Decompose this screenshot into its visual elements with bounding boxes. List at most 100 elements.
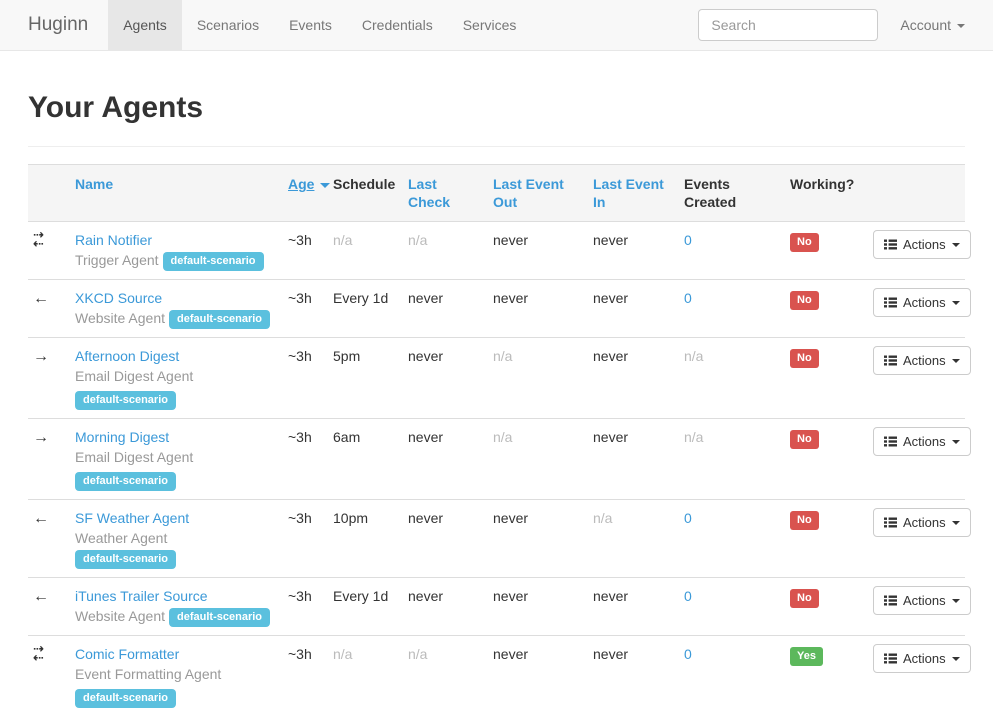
nav-item-services[interactable]: Services [448, 0, 532, 50]
last-check-cell: n/a [400, 222, 485, 279]
last-event-in-cell: never [585, 419, 676, 499]
scenario-badge[interactable]: default-scenario [75, 550, 176, 569]
brand-huginn[interactable]: Huginn [28, 14, 89, 35]
agent-name-cell: Morning Digest Email Digest Agent default-… [67, 419, 280, 499]
working-cell: No [782, 578, 865, 635]
scenario-badge[interactable]: default-scenario [75, 391, 176, 410]
events-created-link[interactable]: 0 [684, 510, 692, 526]
last-check-cell-value: never [408, 510, 444, 526]
top-navbar: Huginn Agents Scenarios Events Credentials S… [0, 0, 993, 51]
last-event-out-cell-value: n/a [493, 429, 513, 445]
working-cell: No [782, 419, 865, 499]
schedule-cell-value: n/a [333, 646, 353, 662]
list-icon [884, 517, 897, 528]
nav-item-agents[interactable]: Agents [108, 0, 182, 50]
table-body: ⇢ ⇠ Rain Notifier Trigger Agent default-scen… [28, 222, 971, 716]
actions-dropdown-button[interactable]: Actions [873, 288, 971, 317]
actions-cell: Actions [865, 280, 971, 337]
arrow-right-icon: → [33, 348, 49, 365]
arrows-both-icon: ⇢ ⇠ [33, 641, 44, 665]
actions-dropdown-button[interactable]: Actions [873, 346, 971, 375]
sort-link-name[interactable]: Name [75, 176, 114, 192]
col-header-age: Age [280, 165, 331, 221]
sort-link-age[interactable]: Age [288, 176, 315, 192]
working-badge: No [790, 291, 819, 310]
col-header-label: Working? [790, 176, 855, 192]
last-check-cell: n/a [400, 636, 485, 716]
arrow-left-icon: ← [33, 290, 49, 307]
account-menu[interactable]: Account [878, 17, 993, 33]
working-cell: Yes [782, 636, 865, 716]
last-event-out-cell-value: never [493, 646, 529, 662]
last-check-cell-value: never [408, 429, 444, 445]
actions-button-label: Actions [903, 353, 946, 368]
agent-name-link[interactable]: iTunes Trailer Source [75, 588, 208, 604]
working-cell: No [782, 500, 865, 577]
working-badge: Yes [790, 647, 823, 666]
search-input[interactable] [698, 9, 879, 41]
sort-link-last-check[interactable]: Last Check [408, 176, 451, 210]
agent-name-link[interactable]: Comic Formatter [75, 646, 180, 662]
agent-name: Comic Formatter [75, 644, 272, 664]
agent-name: Morning Digest [75, 427, 272, 447]
nav-item-scenarios[interactable]: Scenarios [182, 0, 274, 50]
last-event-out-cell-value: never [493, 232, 529, 248]
events-created-cell: 0 [676, 280, 782, 337]
col-header-last-event-out: Last Event Out [485, 165, 585, 221]
events-created-link[interactable]: 0 [684, 232, 692, 248]
scenario-badge[interactable]: default-scenario [169, 608, 270, 627]
agent-name-link[interactable]: Rain Notifier [75, 232, 153, 248]
age-cell: ~3h [280, 500, 325, 577]
age-cell-value: ~3h [288, 348, 312, 364]
agent-name-link[interactable]: Afternoon Digest [75, 348, 180, 364]
agent-type-label: Website Agent [75, 310, 166, 326]
actions-cell: Actions [865, 578, 971, 635]
agent-name-link[interactable]: XKCD Source [75, 290, 163, 306]
direction-cell: ⇢ ⇠ [28, 222, 67, 279]
agent-name: XKCD Source [75, 288, 272, 308]
scenario-badge[interactable]: default-scenario [169, 310, 270, 329]
actions-dropdown-button[interactable]: Actions [873, 508, 971, 537]
agent-name-cell: Afternoon Digest Email Digest Agent defaul… [67, 338, 280, 418]
sort-link-last-event-out[interactable]: Last Event Out [493, 176, 564, 210]
scenario-badge[interactable]: default-scenario [75, 689, 176, 708]
agent-subtitle: Weather Agent default-scenario [75, 528, 272, 569]
col-header-actions [865, 165, 965, 221]
schedule-cell-value: 10pm [333, 510, 369, 526]
actions-cell: Actions [865, 222, 971, 279]
schedule-cell: Every 1d [325, 578, 400, 635]
agent-row-rain-notifier: ⇢ ⇠ Rain Notifier Trigger Agent default-scen… [28, 222, 971, 279]
last-check-cell-value: n/a [408, 232, 428, 248]
events-created-link[interactable]: 0 [684, 588, 692, 604]
schedule-cell: 5pm [325, 338, 400, 418]
direction-cell: ⇢ ⇠ [28, 636, 67, 716]
last-event-in-cell: never [585, 280, 676, 337]
events-created-link[interactable]: 0 [684, 646, 692, 662]
sort-link-last-event-in[interactable]: Last Event In [593, 176, 664, 210]
chevron-down-icon [951, 440, 960, 444]
working-cell: No [782, 280, 865, 337]
actions-dropdown-button[interactable]: Actions [873, 230, 971, 259]
list-icon [884, 653, 897, 664]
agent-name-link[interactable]: SF Weather Agent [75, 510, 190, 526]
working-cell: No [782, 338, 865, 418]
col-header-label: Schedule [333, 176, 396, 192]
nav-item-events[interactable]: Events [274, 0, 347, 50]
age-cell: ~3h [280, 419, 325, 499]
events-created-link[interactable]: 0 [684, 290, 692, 306]
working-cell: No [782, 222, 865, 279]
actions-dropdown-button[interactable]: Actions [873, 644, 971, 673]
nav-item-credentials[interactable]: Credentials [347, 0, 448, 50]
title-divider [28, 146, 965, 147]
working-badge: No [790, 589, 819, 608]
working-badge: No [790, 349, 819, 368]
actions-dropdown-button[interactable]: Actions [873, 427, 971, 456]
agent-row-itunes-trailer-source: ← iTunes Trailer Source Website Agent defau… [28, 577, 971, 635]
col-header-label: Events Created [684, 176, 737, 210]
agent-name-link[interactable]: Morning Digest [75, 429, 170, 445]
actions-dropdown-button[interactable]: Actions [873, 586, 971, 615]
scenario-badge[interactable]: default-scenario [75, 472, 176, 491]
scenario-badge[interactable]: default-scenario [162, 252, 264, 271]
agent-name-cell: iTunes Trailer Source Website Agent defaul… [67, 578, 280, 635]
last-event-in-cell: never [585, 636, 676, 716]
